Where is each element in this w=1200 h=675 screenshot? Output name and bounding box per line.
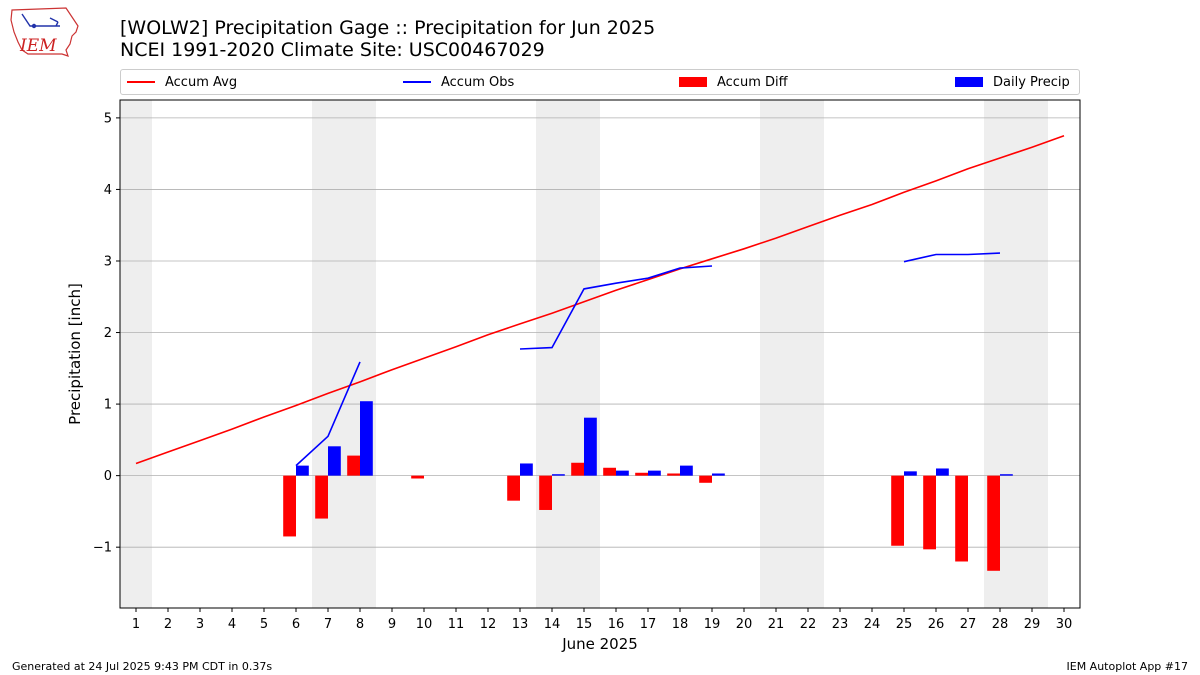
instrument-dot-icon [31, 23, 37, 29]
x-tick-label: 10 [416, 617, 433, 632]
accum-diff-bar [411, 475, 424, 479]
legend-swatch-accum-obs [403, 81, 431, 83]
legend-label-accum-avg: Accum Avg [165, 74, 238, 90]
accum-diff-bar [571, 462, 584, 476]
accum-diff-bar [283, 475, 296, 537]
x-tick-label: 30 [1056, 617, 1073, 632]
y-tick-label: −1 [93, 541, 112, 556]
daily-precip-bar [296, 465, 309, 476]
legend-item-daily-precip: Daily Precip [955, 70, 1070, 94]
x-tick-label: 18 [672, 617, 689, 632]
app-note: IEM Autoplot App #17 [1066, 660, 1189, 673]
weather-instrument-icon [21, 13, 60, 27]
y-tick-label: 0 [104, 469, 112, 484]
accum-diff-bar [635, 472, 648, 476]
x-tick-label: 7 [324, 617, 332, 632]
y-tick-label: 4 [104, 183, 112, 198]
weekend-shade [312, 100, 376, 608]
legend-item-accum-avg: Accum Avg [127, 70, 237, 94]
x-tick-label: 9 [388, 617, 396, 632]
daily-precip-bar [552, 474, 565, 476]
legend-swatch-accum-diff [679, 77, 707, 87]
chart-legend: Accum Avg Accum Obs Accum Diff Daily Pre… [120, 69, 1080, 95]
iem-logo: IEM [10, 7, 79, 57]
x-axis-label: June 2025 [561, 635, 638, 653]
legend-label-accum-obs: Accum Obs [441, 74, 515, 90]
daily-precip-bar [584, 417, 597, 476]
legend-item-accum-obs: Accum Obs [403, 70, 514, 94]
logo-text: IEM [19, 36, 57, 56]
x-tick-label: 8 [356, 617, 364, 632]
x-tick-label: 14 [544, 617, 561, 632]
accum-diff-bar [891, 475, 904, 546]
accum-diff-bar [507, 475, 520, 501]
accum-obs-line [295, 252, 1001, 467]
daily-precip-bar [648, 470, 661, 476]
x-tick-label: 13 [512, 617, 529, 632]
accum-diff-bar [987, 475, 1000, 571]
y-axis-label: Precipitation [inch] [66, 283, 84, 425]
accum-diff-bar [667, 473, 680, 476]
weekend-shade [760, 100, 824, 608]
accum-diff-bar [699, 475, 712, 483]
x-tick-label: 20 [736, 617, 753, 632]
x-tick-label: 26 [928, 617, 945, 632]
chart-subtitle: NCEI 1991-2020 Climate Site: USC00467029 [120, 39, 545, 61]
legend-swatch-accum-avg [127, 81, 155, 83]
weekend-shade [536, 100, 600, 608]
x-tick-label: 27 [960, 617, 977, 632]
daily-precip-bar [712, 473, 725, 476]
accum-diff-bar [923, 475, 936, 550]
iowa-outline-shape [10, 7, 79, 57]
legend-swatch-daily-precip [955, 77, 983, 87]
daily-precip-bar [936, 468, 949, 476]
y-tick-label: 1 [104, 398, 112, 413]
legend-item-accum-diff: Accum Diff [679, 70, 788, 94]
x-tick-label: 6 [292, 617, 300, 632]
daily-precip-bar [1000, 474, 1013, 476]
accum-diff-bar [539, 475, 552, 510]
x-tick-label: 11 [448, 617, 465, 632]
daily-precip-bar [520, 463, 533, 476]
accum-diff-bar [603, 467, 616, 476]
x-tick-label: 15 [576, 617, 593, 632]
x-tick-label: 12 [480, 617, 497, 632]
x-tick-label: 22 [800, 617, 817, 632]
x-tick-label: 24 [864, 617, 881, 632]
accum-diff-bar [315, 475, 328, 519]
x-tick-label: 16 [608, 617, 625, 632]
accum-diff-bar [955, 475, 968, 562]
legend-label-accum-diff: Accum Diff [717, 74, 788, 90]
x-tick-label: 25 [896, 617, 913, 632]
generated-note: Generated at 24 Jul 2025 9:43 PM CDT in … [12, 660, 273, 673]
daily-precip-bar [616, 470, 629, 476]
x-tick-label: 23 [832, 617, 849, 632]
x-tick-label: 3 [196, 617, 204, 632]
weekend-shade [120, 100, 152, 608]
accum-avg-line [135, 135, 1065, 465]
x-tick-label: 19 [704, 617, 721, 632]
daily-precip-bar [904, 471, 917, 476]
chart-title: [WOLW2] Precipitation Gage :: Precipitat… [120, 17, 656, 39]
accum-diff-bar [347, 455, 360, 476]
x-tick-label: 4 [228, 617, 236, 632]
y-tick-label: 5 [104, 111, 112, 126]
y-tick-label: 2 [104, 326, 112, 341]
daily-precip-bar [680, 465, 693, 476]
x-tick-label: 2 [164, 617, 172, 632]
plot-frame [119, 99, 1081, 609]
legend-label-daily-precip: Daily Precip [993, 74, 1070, 90]
x-tick-label: 29 [1024, 617, 1041, 632]
daily-precip-bar [328, 446, 341, 476]
daily-precip-bar [360, 401, 373, 476]
x-tick-label: 17 [640, 617, 657, 632]
y-tick-label: 3 [104, 254, 112, 269]
x-tick-label: 5 [260, 617, 268, 632]
x-tick-label: 28 [992, 617, 1009, 632]
x-tick-label: 21 [768, 617, 785, 632]
x-tick-label: 1 [132, 617, 140, 632]
